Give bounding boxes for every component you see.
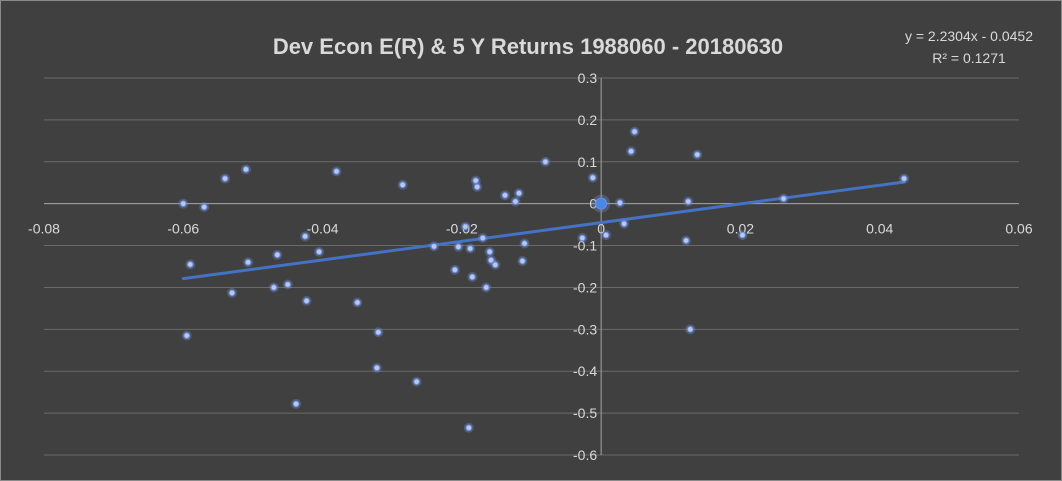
y-tick-labels: 0.3 0.2 0.1 0 -0.1 -0.2 -0.3 -0.4 -0.5 -0.6 [573, 70, 597, 463]
data-point [484, 246, 495, 257]
data-point [629, 126, 640, 137]
x-tick-label: 0 [597, 221, 605, 237]
trendline-r-squared: R² = 0.1271 [932, 50, 1006, 66]
data-point [449, 264, 460, 275]
data-point [481, 282, 492, 293]
data-point [465, 243, 476, 254]
y-tick-label: 0.1 [578, 154, 598, 170]
x-tick-label: 0.04 [866, 221, 893, 237]
data-point [614, 197, 625, 208]
data-point [460, 221, 471, 232]
data-point [331, 166, 342, 177]
y-tick-label: -0.1 [573, 238, 597, 254]
data-point [685, 324, 696, 335]
data-point [178, 198, 189, 209]
y-tick-label: -0.6 [573, 447, 597, 463]
data-point [470, 175, 481, 186]
data-point [519, 238, 530, 249]
data-point [490, 259, 501, 270]
x-tick-label: -0.08 [28, 221, 60, 237]
trendline-equation: y = 2.2304x - 0.0452 [905, 28, 1033, 44]
x-tick-label: 0.02 [727, 221, 754, 237]
data-point [467, 271, 478, 282]
data-point [291, 398, 302, 409]
data-point [587, 172, 598, 183]
data-point [240, 164, 251, 175]
data-point [513, 188, 524, 199]
data-point [510, 196, 521, 207]
data-point [268, 282, 279, 293]
data-point [397, 179, 408, 190]
y-tick-label: -0.4 [573, 363, 597, 379]
data-point [227, 287, 238, 298]
data-point [500, 190, 511, 201]
data-point [199, 202, 210, 213]
data-point [592, 194, 611, 213]
data-point [411, 376, 422, 387]
data-point [517, 256, 528, 267]
y-tick-label: 0.3 [578, 70, 598, 86]
data-point [371, 362, 382, 373]
chart-title: Dev Econ E(R) & 5 Y Returns 1988060 - 20… [273, 34, 783, 59]
x-tick-label: -0.04 [307, 221, 339, 237]
data-point [778, 193, 789, 204]
y-tick-label: -0.3 [573, 321, 597, 337]
data-point [737, 230, 748, 241]
data-point [185, 259, 196, 270]
data-point [626, 146, 637, 157]
trendline [181, 180, 906, 281]
data-point [477, 233, 488, 244]
data-point [429, 241, 439, 252]
data-point [463, 422, 474, 433]
data-point [472, 181, 483, 192]
data-point [681, 235, 692, 246]
data-point [577, 233, 588, 244]
y-tick-label: -0.5 [573, 405, 597, 421]
data-point [692, 149, 703, 160]
data-point [314, 246, 325, 257]
data-points [178, 126, 910, 433]
x-tick-labels: -0.08 -0.06 -0.04 -0.02 0 0.02 0.04 0.06 [28, 221, 1033, 237]
y-tick-label: 0 [589, 196, 597, 212]
data-point [282, 279, 293, 290]
x-tick-label: 0.06 [1005, 221, 1032, 237]
data-point [243, 257, 254, 268]
data-point [453, 241, 464, 252]
axes [44, 78, 1019, 455]
data-point [619, 218, 630, 229]
data-point [352, 297, 363, 308]
data-point [181, 330, 192, 341]
data-point [272, 249, 283, 260]
x-tick-label: -0.02 [446, 221, 478, 237]
data-point [220, 173, 231, 184]
x-tick-label: -0.06 [167, 221, 199, 237]
data-point [601, 230, 612, 241]
y-tick-label: 0.2 [578, 112, 598, 128]
data-point [300, 231, 311, 242]
data-point [301, 295, 312, 306]
trendline-layer [181, 180, 906, 281]
data-point [540, 156, 551, 167]
gridlines [44, 77, 1019, 456]
data-point [683, 196, 694, 207]
data-point [899, 173, 910, 184]
data-point [373, 327, 384, 338]
y-tick-label: -0.2 [573, 279, 597, 295]
